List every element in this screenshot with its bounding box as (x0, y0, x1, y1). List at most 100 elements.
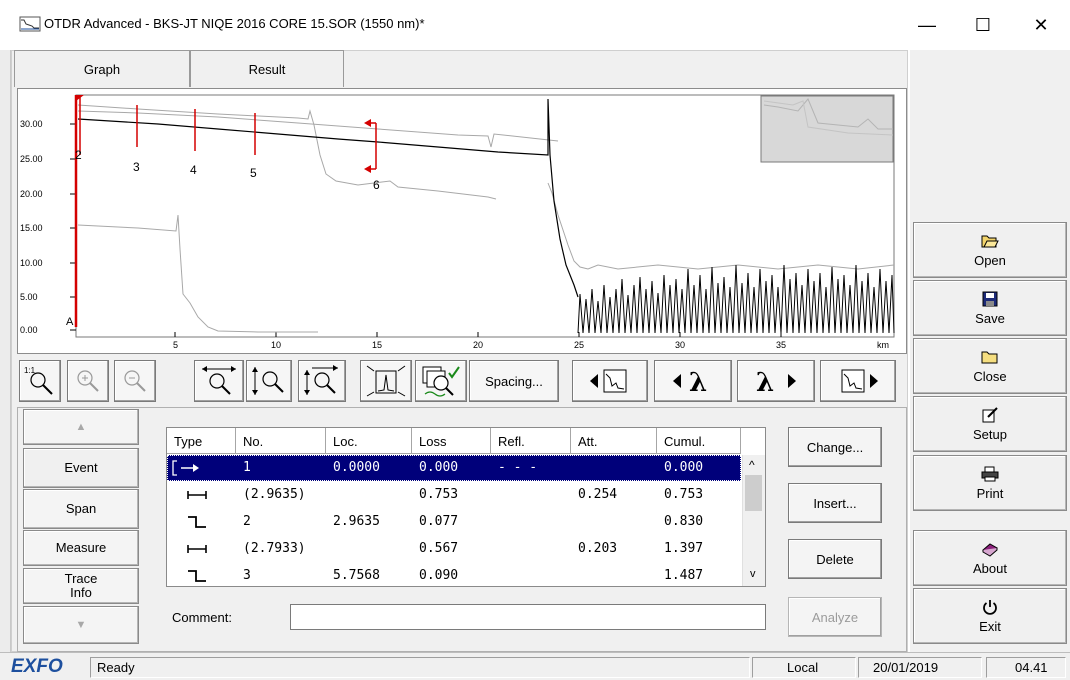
table-row[interactable]: 2 2.9635 0.077 0.830 (167, 509, 741, 535)
splice-event-icon (185, 563, 211, 589)
zoom-in-button[interactable] (67, 360, 109, 402)
cell-no: 3 (243, 568, 251, 583)
next-wavelength-button[interactable]: λ (737, 360, 815, 402)
cell-cumul: 1.397 (664, 541, 704, 556)
graph-toolbar: 1:1 (17, 356, 907, 406)
scrollbar-thumb[interactable] (745, 475, 762, 511)
zoom-horizontal-button[interactable] (194, 360, 244, 402)
comment-input[interactable] (290, 604, 766, 630)
folder-icon (981, 351, 998, 363)
print-label: Print (976, 485, 1004, 501)
x-unit-label: km (877, 340, 889, 350)
y-tick-label: 20.00 (20, 189, 43, 199)
cell-no: (2.9635) (243, 487, 306, 502)
column-header-no[interactable]: No. (236, 428, 326, 454)
minimize-button[interactable]: — (918, 14, 936, 35)
open-label: Open (974, 252, 1006, 268)
column-header-att[interactable]: Att. (571, 428, 657, 454)
close-window-button[interactable]: ✕ (1033, 14, 1049, 35)
save-button[interactable]: Save (913, 280, 1067, 336)
side-nav-trace-info[interactable]: Trace Info (23, 568, 139, 604)
status-time: 04.41 (986, 657, 1066, 678)
zoom-event-button[interactable] (360, 360, 412, 402)
next-event-button[interactable] (820, 360, 896, 402)
exit-button[interactable]: Exit (913, 588, 1067, 644)
print-button[interactable]: Print (913, 455, 1067, 511)
column-header-loc[interactable]: Loc. (326, 428, 412, 454)
table-row[interactable]: (2.7933) 0.567 0.203 1.397 (167, 536, 741, 562)
side-nav-trace-info-label: Trace Info (64, 571, 98, 600)
events-table[interactable]: Type No. Loc. Loss Refl. Att. Cumul. 1 0… (166, 427, 766, 587)
status-mode: Local (752, 657, 856, 678)
zoom-out-icon (124, 370, 146, 392)
zoom-vertical-button[interactable] (246, 360, 292, 402)
previous-event-button[interactable] (572, 360, 648, 402)
zoom-fit-icon: 1:1 (24, 366, 53, 395)
x-tick-label: 5 (173, 340, 178, 350)
about-label: About (973, 560, 1007, 576)
x-tick-label: 20 (473, 340, 483, 350)
tab-graph[interactable]: Graph (14, 50, 190, 87)
scroll-down-arrow[interactable]: v (750, 568, 756, 580)
next-wavelength-icon: λ (756, 368, 796, 396)
save-label: Save (975, 310, 1005, 326)
scroll-up-arrow[interactable]: ^ (749, 458, 755, 472)
otdr-trace-plot[interactable]: 30.00 25.00 20.00 15.00 10.00 5.00 0.00 … (18, 89, 908, 355)
y-tick-label: 5.00 (20, 292, 38, 302)
cell-loc: 0.0000 (333, 460, 380, 475)
book-icon (982, 542, 998, 557)
edit-icon (982, 406, 998, 422)
otdr-graph[interactable]: 30.00 25.00 20.00 15.00 10.00 5.00 0.00 … (17, 88, 907, 354)
open-button[interactable]: Open (913, 222, 1067, 278)
svg-text:λ: λ (689, 368, 707, 396)
x-tick-label: 25 (574, 340, 584, 350)
spacing-button[interactable]: Spacing... (469, 360, 559, 402)
close-button[interactable]: Close (913, 338, 1067, 394)
insert-button[interactable]: Insert... (788, 483, 882, 523)
tab-result[interactable]: Result (190, 50, 344, 87)
window-title: OTDR Advanced - BKS-JT NIQE 2016 CORE 15… (44, 16, 425, 31)
left-edge (0, 0, 11, 680)
floppy-disk-icon (982, 291, 998, 306)
cell-refl: - - - (498, 460, 538, 475)
cell-att: 0.254 (578, 487, 618, 502)
side-nav-measure[interactable]: Measure (23, 530, 139, 566)
zoom-both-button[interactable] (298, 360, 346, 402)
event-marker-label: 4 (190, 163, 197, 177)
x-tick-label: 15 (372, 340, 382, 350)
column-header-refl[interactable]: Refl. (491, 428, 571, 454)
zoom-fit-button[interactable]: 1:1 (19, 360, 61, 402)
zoom-vertical-icon (252, 367, 284, 395)
previous-wavelength-button[interactable]: λ (654, 360, 732, 402)
about-button[interactable]: About (913, 530, 1067, 586)
close-label: Close (973, 368, 1007, 384)
marker-a-label: A (66, 316, 74, 328)
zoom-out-button[interactable] (114, 360, 156, 402)
exit-label: Exit (979, 618, 1001, 634)
change-button[interactable]: Change... (788, 427, 882, 467)
table-row[interactable]: 1 0.0000 0.000 - - - 0.000 (167, 455, 741, 481)
zoom-overview-button[interactable] (415, 360, 467, 402)
setup-button[interactable]: Setup (913, 396, 1067, 452)
status-bar: EXFO Ready Local 20/01/2019 04.41 (0, 652, 1070, 680)
column-header-type[interactable]: Type (167, 428, 236, 454)
column-header-loss[interactable]: Loss (412, 428, 491, 454)
zoom-horizontal-icon (202, 366, 236, 395)
x-tick-label: 35 (776, 340, 786, 350)
x-axis: 5 10 15 20 25 30 35 km (173, 332, 889, 350)
table-row[interactable]: (2.9635) 0.753 0.254 0.753 (167, 482, 741, 508)
side-nav-event[interactable]: Event (23, 448, 139, 488)
side-nav-up-button[interactable]: ▲ (23, 409, 139, 445)
span-event-icon (185, 482, 211, 508)
side-nav-down-button[interactable]: ▼ (23, 606, 139, 644)
cell-loss: 0.567 (419, 541, 459, 556)
analyze-button[interactable]: Analyze (788, 597, 882, 637)
reference-traces (77, 104, 895, 333)
column-header-cumul[interactable]: Cumul. (657, 428, 741, 454)
maximize-button[interactable]: ☐ (974, 14, 992, 35)
svg-text:1:1: 1:1 (24, 366, 36, 375)
side-nav-span[interactable]: Span (23, 489, 139, 529)
table-row[interactable]: 3 5.7568 0.090 1.487 (167, 563, 741, 589)
overview-thumbnail (760, 95, 894, 163)
delete-button[interactable]: Delete (788, 539, 882, 579)
